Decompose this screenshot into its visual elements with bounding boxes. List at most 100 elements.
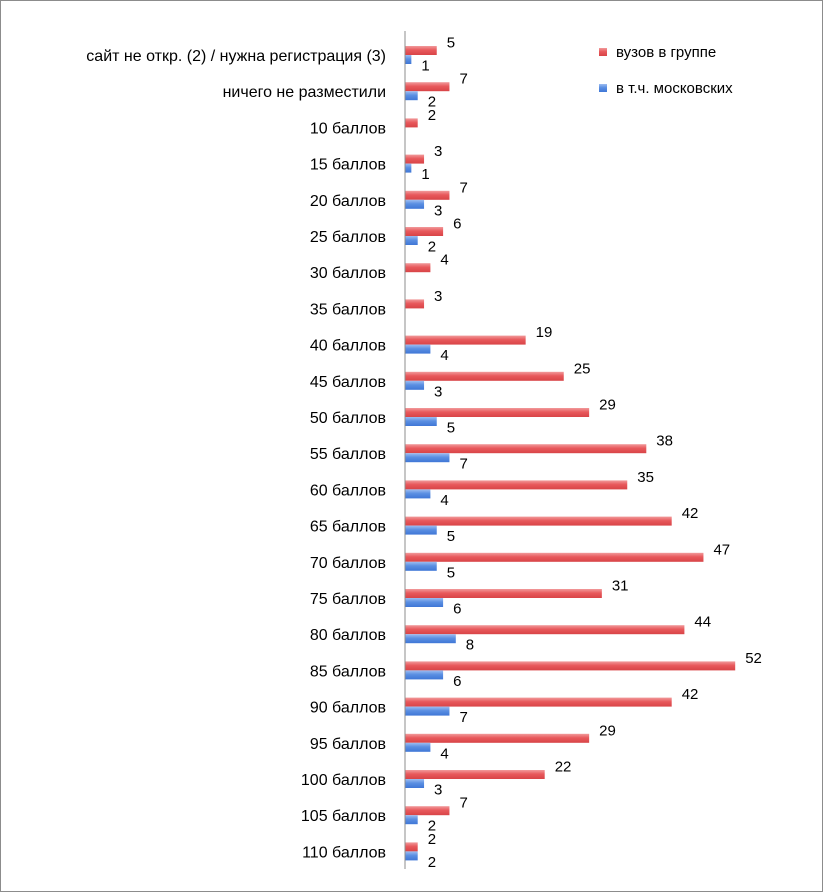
value-label-moscow: 4: [440, 347, 448, 364]
value-label-moscow: 4: [440, 745, 448, 762]
value-label-total: 29: [599, 722, 616, 739]
bar-moscow: [405, 199, 425, 209]
value-label-moscow: 8: [466, 637, 474, 654]
category-label: 105 баллов: [301, 808, 386, 825]
legend: вузов в группе в т.ч. московских: [599, 44, 733, 97]
category-label: 95 баллов: [310, 736, 386, 753]
value-label-moscow: 2: [428, 818, 436, 835]
category-label: 75 баллов: [310, 591, 386, 608]
bar-moscow: [405, 670, 444, 680]
bar-moscow: [405, 598, 444, 607]
category-label: 35 баллов: [310, 301, 386, 318]
bar-moscow: [405, 453, 450, 463]
value-label-moscow: 2: [428, 94, 436, 111]
bar-moscow: [405, 851, 418, 861]
bar-total: [405, 661, 736, 671]
legend-label: в т.ч. московских: [616, 80, 733, 97]
value-label-total: 42: [682, 505, 699, 522]
value-label-moscow: 2: [428, 854, 436, 871]
value-label-total: 47: [713, 541, 730, 558]
bar-total: [405, 263, 431, 273]
value-label-moscow: 2: [428, 239, 436, 256]
value-label-total: 22: [555, 759, 572, 776]
value-label-total: 7: [459, 71, 467, 88]
bar-total: [405, 480, 628, 490]
category-label: 70 баллов: [310, 555, 386, 572]
category-label: 65 баллов: [310, 519, 386, 536]
value-label-total: 2: [428, 831, 436, 848]
value-label-total: 38: [656, 433, 673, 450]
value-label-total: 5: [447, 35, 455, 52]
bar-total: [405, 190, 450, 200]
value-label-total: 7: [459, 795, 467, 812]
value-label-moscow: 6: [453, 601, 461, 618]
category-label: 25 баллов: [310, 229, 386, 246]
bar-total: [405, 842, 418, 852]
category-label: 45 баллов: [310, 374, 386, 391]
legend-label: вузов в группе: [616, 44, 716, 61]
category-label: 15 баллов: [310, 157, 386, 174]
value-label-total: 19: [536, 324, 553, 341]
category-label: 90 баллов: [310, 700, 386, 717]
value-label-moscow: 6: [453, 673, 461, 690]
bar-moscow: [405, 55, 412, 64]
legend-swatch-red: [599, 48, 607, 56]
category-label: 110 баллов: [302, 844, 386, 861]
category-label: ничего не разместили: [223, 84, 386, 101]
bar-moscow: [405, 525, 437, 535]
bar-moscow: [405, 489, 431, 499]
bar-total: [405, 697, 672, 707]
value-label-moscow: 3: [434, 383, 442, 400]
value-label-moscow: 7: [459, 456, 467, 473]
category-label: сайт не откр. (2) / нужна регистрация (3…: [86, 48, 386, 65]
value-label-moscow: 7: [459, 709, 467, 726]
category-label: 50 баллов: [310, 410, 386, 427]
value-label-total: 6: [453, 216, 461, 233]
value-label-moscow: 5: [447, 420, 455, 437]
bar-moscow: [405, 236, 418, 245]
bar-total: [405, 444, 647, 454]
value-label-total: 31: [612, 578, 629, 595]
bar-total: [405, 770, 545, 779]
bar-moscow: [405, 380, 425, 390]
value-label-moscow: 3: [434, 782, 442, 799]
value-labels: 5172231736243194253295387354425475316448…: [421, 35, 762, 871]
value-label-moscow: 1: [421, 58, 429, 75]
category-label: 30 баллов: [310, 265, 386, 282]
legend-swatch-blue: [599, 84, 607, 92]
bars-layer: [405, 46, 736, 861]
bar-moscow: [405, 706, 450, 716]
category-label: 55 баллов: [310, 446, 386, 463]
bar-total: [405, 408, 590, 417]
bar-total: [405, 118, 418, 128]
category-label: 80 баллов: [310, 627, 386, 644]
value-label-total: 3: [434, 288, 442, 305]
value-label-total: 42: [682, 686, 699, 703]
value-label-moscow: 5: [447, 564, 455, 581]
value-label-total: 4: [440, 252, 448, 269]
bar-total: [405, 733, 590, 743]
bar-total: [405, 46, 437, 55]
bar-moscow: [405, 815, 418, 825]
bar-moscow: [405, 561, 437, 571]
bar-total: [405, 371, 564, 381]
category-label: 10 баллов: [310, 120, 386, 137]
bar-total: [405, 82, 450, 92]
bar-moscow: [405, 91, 418, 101]
bar-moscow: [405, 779, 425, 788]
value-label-total: 35: [637, 469, 654, 486]
bar-total: [405, 299, 425, 309]
bar-moscow: [405, 344, 431, 354]
category-label: 40 баллов: [310, 338, 386, 355]
bar-moscow: [405, 742, 431, 752]
bar-total: [405, 154, 425, 164]
value-label-total: 25: [574, 360, 591, 377]
value-label-total: 7: [459, 179, 467, 196]
bar-total: [405, 516, 672, 526]
category-label: 20 баллов: [310, 193, 386, 210]
category-label: 60 баллов: [310, 482, 386, 499]
value-label-total: 3: [434, 143, 442, 160]
bar-total: [405, 625, 685, 635]
